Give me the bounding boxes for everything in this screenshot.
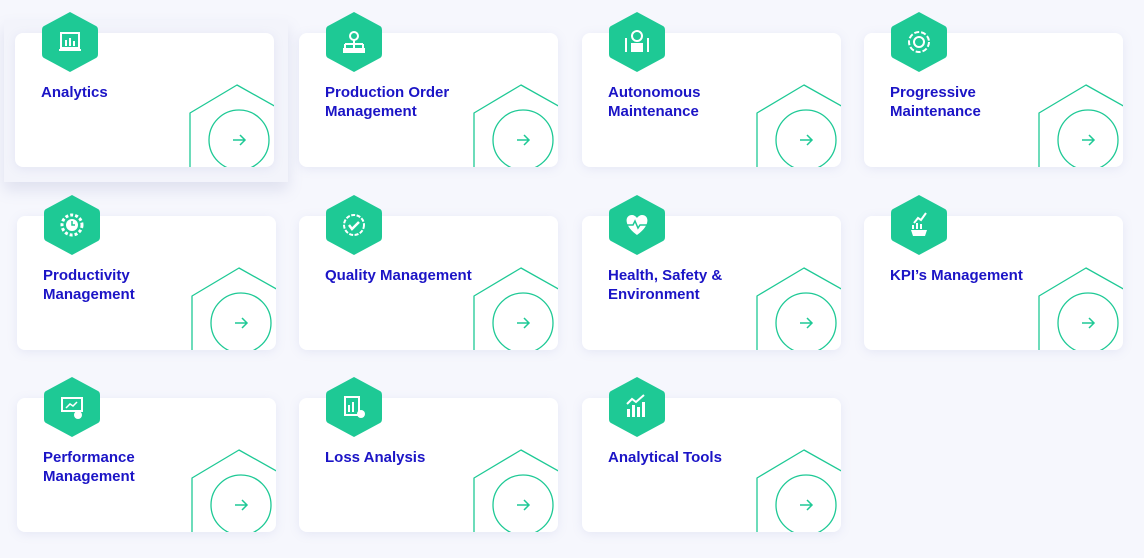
module-title: Analytics: [41, 84, 108, 101]
open-module-button[interactable]: [776, 110, 836, 167]
open-module-button[interactable]: [776, 475, 836, 532]
gear-cycle-icon: [891, 12, 947, 72]
bar-chart-icon: [609, 377, 665, 437]
arrow-right-icon: [517, 317, 531, 329]
open-module-button[interactable]: [493, 475, 553, 532]
heart-pulse-icon: [609, 195, 665, 255]
module-title: Health, Safety & Environment: [608, 267, 723, 303]
module-title: Loss Analysis: [325, 449, 426, 466]
module-title: Productivity Management: [43, 267, 135, 303]
presentation-chart-icon: [44, 377, 100, 437]
open-module-button[interactable]: [211, 475, 271, 532]
module-card-autonomous-maintenance[interactable]: Autonomous Maintenance: [582, 33, 841, 167]
module-title: Performance Management: [43, 449, 135, 485]
open-module-button[interactable]: [1058, 293, 1118, 350]
module-title: KPI’s Management: [890, 267, 1023, 284]
module-title: Production Order Management: [325, 84, 450, 120]
arrow-right-icon: [1082, 134, 1096, 146]
module-title: Quality Management: [325, 267, 472, 284]
quality-badge-icon: [326, 195, 382, 255]
gear-clock-icon: [44, 195, 100, 255]
robot-maintenance-icon: [609, 12, 665, 72]
open-module-button[interactable]: [776, 293, 836, 350]
arrow-right-icon: [1082, 317, 1096, 329]
open-module-button[interactable]: [493, 110, 553, 167]
arrow-right-icon: [235, 317, 249, 329]
arrow-right-icon: [800, 134, 814, 146]
kpi-gear-chart-icon: [891, 195, 947, 255]
arrow-right-icon: [233, 134, 247, 146]
arrow-right-icon: [800, 499, 814, 511]
module-title: Autonomous Maintenance: [608, 84, 701, 120]
open-module-button[interactable]: [1058, 110, 1118, 167]
open-module-button[interactable]: [493, 293, 553, 350]
arrow-right-icon: [517, 499, 531, 511]
loss-report-icon: [326, 377, 382, 437]
open-module-button[interactable]: [211, 293, 271, 350]
production-flow-icon: [326, 12, 382, 72]
arrow-right-icon: [235, 499, 249, 511]
open-module-button[interactable]: [209, 110, 269, 167]
arrow-right-icon: [517, 134, 531, 146]
dashboard-chart-icon: [42, 12, 98, 72]
module-title: Progressive Maintenance: [890, 84, 981, 120]
module-title: Analytical Tools: [608, 449, 722, 466]
arrow-right-icon: [800, 317, 814, 329]
